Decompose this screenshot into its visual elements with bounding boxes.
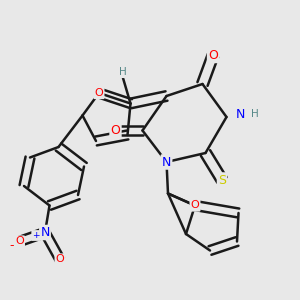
Text: -: - [10, 239, 14, 253]
Text: +: + [32, 231, 40, 240]
Text: O: O [94, 88, 103, 98]
Text: N: N [162, 155, 171, 169]
Text: H: H [119, 67, 127, 77]
Text: O: O [15, 236, 24, 247]
Text: O: O [111, 124, 120, 137]
Text: O: O [208, 49, 218, 62]
Text: O: O [190, 200, 200, 211]
Text: N: N [40, 226, 50, 239]
Text: S: S [218, 173, 226, 187]
Text: N: N [236, 107, 245, 121]
Text: O: O [56, 254, 64, 265]
Text: H: H [251, 109, 259, 119]
